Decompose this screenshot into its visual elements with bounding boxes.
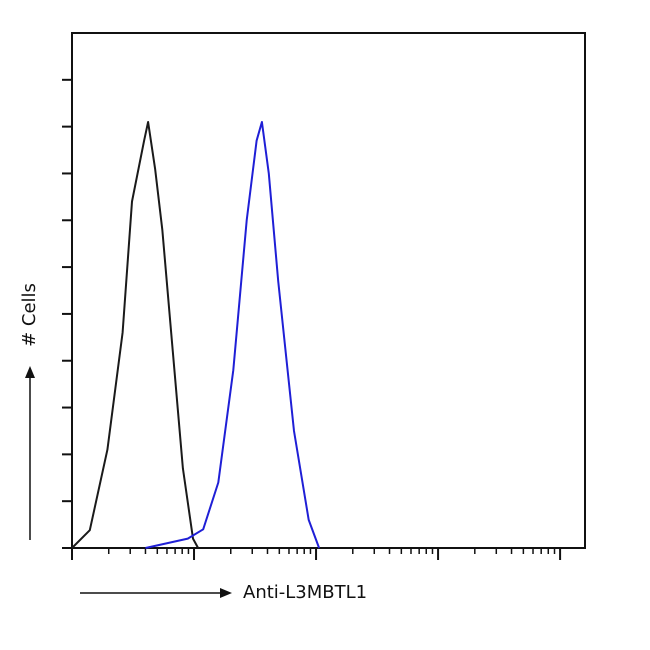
histogram-line <box>145 121 321 549</box>
plot-frame <box>71 32 586 549</box>
x-axis-label: Anti-L3MBTL1 <box>243 582 367 603</box>
y-arrow-head <box>25 366 35 378</box>
histogram-line <box>71 121 199 549</box>
x-arrow-head <box>220 588 232 598</box>
y-axis-label: # Cells <box>19 283 40 347</box>
